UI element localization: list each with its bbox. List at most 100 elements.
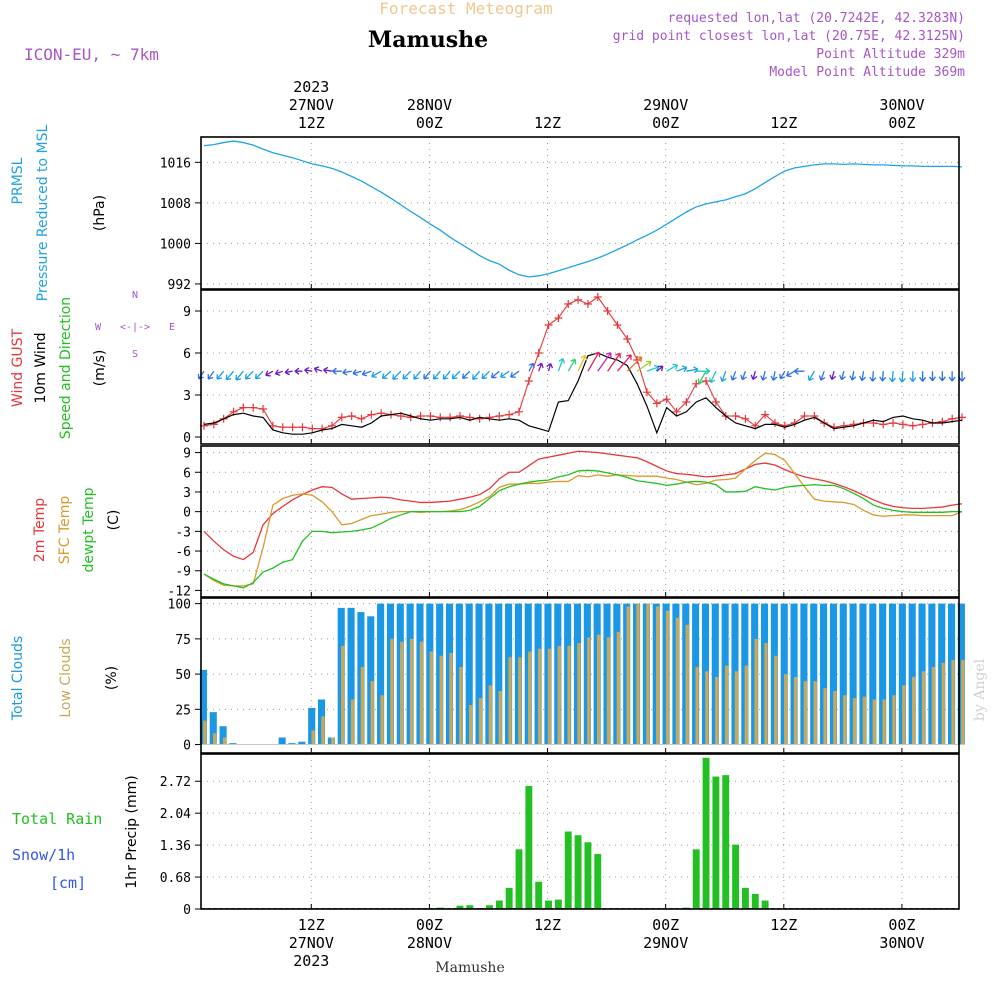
pressure-panel: 992 1000 1008 1016 — [160, 137, 963, 293]
bottom-axis-label: 00Z — [652, 916, 679, 934]
gust-marker — [298, 423, 307, 432]
clouds-panel: 0 25 50 75 100 — [168, 598, 965, 754]
wind-direction-arrow — [461, 370, 471, 379]
wind-ytick-label: 9 — [183, 305, 191, 320]
gust-marker — [770, 419, 779, 427]
low-cloud-bar — [843, 695, 847, 745]
top-axis-label: 28NOV — [407, 96, 452, 114]
low-cloud-bar — [459, 667, 463, 745]
precip-ytick-label: 2.04 — [160, 807, 191, 822]
rain-bar — [554, 899, 562, 909]
wind-direction-arrow — [510, 370, 520, 378]
precip-panel-labels: Total Rain Snow/1h [cm] 1hr Precip (mm) — [12, 775, 140, 892]
rain-bar — [574, 835, 582, 909]
wind-direction-arrow — [948, 371, 956, 382]
total-cloud-bar — [229, 743, 237, 745]
low-cloud-bar — [902, 685, 906, 745]
wind-direction-arrow — [740, 370, 747, 381]
low-cloud-bar — [321, 716, 325, 745]
gust-marker — [761, 410, 770, 419]
low-cloud-bar — [606, 637, 611, 745]
precip-frame — [200, 753, 960, 910]
wind-panel: 0 3 6 9 — [183, 290, 966, 446]
gust-marker — [574, 295, 583, 304]
wind-direction-arrow — [719, 370, 727, 382]
low-cloud-bar — [961, 660, 965, 745]
top-axis-label: 12Z — [534, 114, 561, 132]
temp-label-3: dewpt Temp — [81, 487, 97, 572]
gust-marker — [839, 421, 848, 430]
low-cloud-bar — [675, 617, 680, 745]
wind-panel-labels: Wind GUST 10m Wind Speed and Direction (… — [10, 290, 175, 439]
top-axis-label: 00Z — [416, 114, 443, 132]
low-cloud-bar — [803, 681, 808, 745]
wind-direction-arrow — [352, 369, 362, 376]
rain-bar — [466, 905, 474, 909]
temp-ytick-label: -12 — [168, 584, 191, 599]
wind-direction-arrow — [779, 370, 786, 380]
precip-label-1: Total Rain — [12, 810, 102, 828]
wind-direction-arrow — [472, 370, 481, 380]
wind-direction-arrow — [919, 371, 927, 382]
gust-marker — [367, 410, 376, 419]
low-cloud-bar — [656, 606, 660, 745]
wind-direction-arrow — [413, 370, 422, 380]
location-title: Mamushe — [368, 27, 488, 53]
clouds-frame — [200, 597, 960, 754]
rain-bar — [732, 844, 740, 909]
low-cloud-bar — [419, 641, 424, 745]
clouds-unit: (%) — [104, 666, 120, 690]
wind-direction-arrow — [537, 362, 544, 372]
wind-ytick-label: 0 — [183, 431, 191, 446]
total-cloud-bar — [278, 737, 286, 745]
wind-direction-arrow — [332, 367, 342, 375]
total-cloud-bar — [219, 726, 227, 745]
gust-marker — [288, 423, 297, 432]
gust-marker — [259, 405, 268, 413]
gust-marker — [495, 412, 504, 420]
total-cloud-bar — [367, 616, 375, 745]
low-cloud-bar — [715, 676, 719, 745]
rain-bar — [702, 757, 710, 909]
rain-bar — [545, 900, 552, 909]
rain-bar — [564, 831, 572, 909]
wind-direction-arrow — [696, 367, 711, 375]
low-cloud-bar — [400, 641, 404, 745]
gust-marker — [534, 349, 543, 357]
low-cloud-bar — [695, 667, 699, 745]
total-cloud-bar — [810, 603, 818, 745]
low-cloud-bar — [528, 651, 532, 745]
gust-marker — [908, 421, 917, 430]
wind-direction-arrow — [361, 369, 372, 377]
gust-marker — [544, 321, 553, 329]
wind-direction-arrow — [730, 370, 737, 381]
precip-ytick-label: 2.72 — [160, 775, 191, 790]
low-cloud-bar — [833, 691, 837, 745]
low-cloud-bar — [469, 705, 473, 745]
total-cloud-bar — [829, 603, 837, 745]
low-cloud-bar — [537, 648, 542, 745]
total-cloud-bar — [209, 712, 217, 745]
rain-bar — [761, 900, 769, 909]
gust-marker — [583, 300, 592, 308]
rain-bar — [692, 849, 700, 909]
pressure-label-1: PRMSL — [10, 157, 26, 204]
gust-marker — [898, 420, 907, 429]
gust-marker — [515, 407, 524, 416]
precip-ytick-label: 1.36 — [160, 839, 191, 854]
gust-marker — [505, 410, 514, 419]
wind-direction-arrow — [451, 370, 461, 380]
low-cloud-bar — [331, 737, 335, 745]
gust-marker — [446, 413, 455, 422]
low-cloud-bar — [380, 695, 384, 745]
gust-marker — [780, 421, 789, 430]
rain-bar — [741, 887, 749, 909]
wind-direction-arrow — [676, 365, 688, 373]
gust-line — [203, 296, 963, 430]
sfc-temp-line — [203, 452, 963, 587]
temp-label-2: SFC Temp — [57, 496, 73, 565]
wind-direction-arrow — [225, 370, 235, 381]
wind-direction-arrow — [666, 363, 679, 372]
